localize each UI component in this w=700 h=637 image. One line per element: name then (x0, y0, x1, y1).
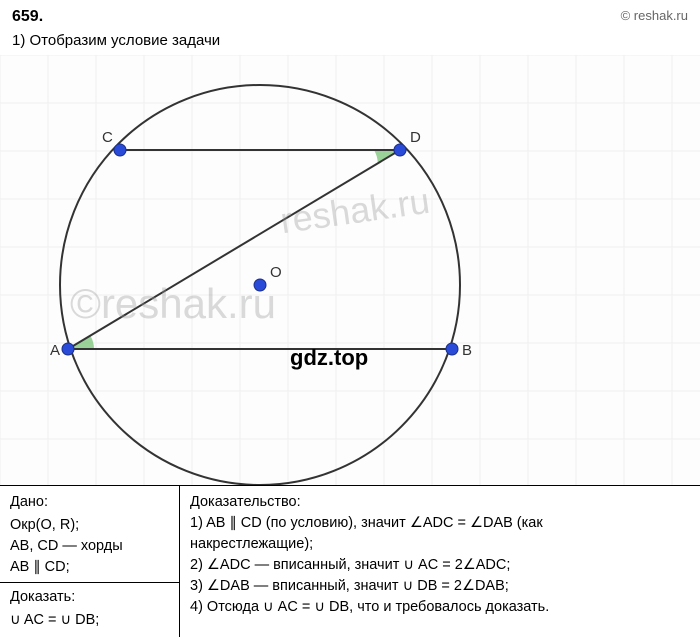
proof-line: 4) Отсюда ∪ AC = ∪ DB, что и требовалось… (190, 597, 690, 618)
proof-line: 1) AB ∥ CD (по условию), значит ∠ADC = ∠… (190, 513, 690, 534)
center-overlay-label: gdz.top (290, 345, 368, 371)
svg-text:A: A (50, 342, 60, 359)
given-line: Окр(O, R); (10, 515, 169, 536)
proof-title: Доказательство: (190, 492, 690, 513)
step-line: 1) Отобразим условие задачи (0, 30, 700, 55)
diagram-svg: A B C D O (0, 55, 700, 485)
svg-text:C: C (102, 129, 113, 146)
prove-line: ∪ AC = ∪ DB; (10, 610, 169, 631)
diagram-area: ABCDO reshak.ru ©reshak.ru gdz.top (0, 55, 700, 485)
given-title: Дано: (10, 492, 169, 513)
site-credit: © reshak.ru (621, 8, 688, 23)
given-line: AB, CD — хорды (10, 536, 169, 557)
svg-text:B: B (462, 342, 472, 359)
proof-table: Дано: Окр(O, R); AB, CD — хорды AB ∥ CD;… (0, 485, 700, 637)
svg-text:O: O (270, 264, 282, 281)
given-column: Дано: Окр(O, R); AB, CD — хорды AB ∥ CD;… (0, 486, 180, 637)
problem-number: 659. (12, 8, 43, 26)
given-line: AB ∥ CD; (10, 557, 169, 578)
svg-text:D: D (410, 129, 421, 146)
prove-title: Доказать: (10, 587, 169, 608)
divider (0, 582, 179, 583)
proof-line: 2) ∠ADC — вписанный, значит ∪ AC = 2∠ADC… (190, 555, 690, 576)
proof-column: Доказательство: 1) AB ∥ CD (по условию),… (180, 486, 700, 637)
proof-line: накрестлежащие); (190, 534, 690, 555)
proof-line: 3) ∠DAB — вписанный, значит ∪ DB = 2∠DAB… (190, 576, 690, 597)
